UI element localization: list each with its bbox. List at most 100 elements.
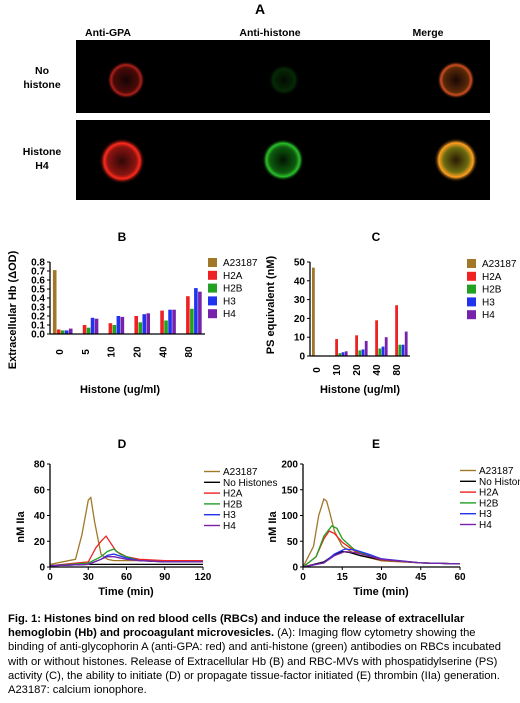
panel-b-bar-h2b-0 bbox=[60, 330, 65, 334]
panel-e-x-axis-label: Time (min) bbox=[353, 586, 409, 598]
panel-c-bar-h3-10 bbox=[341, 352, 345, 356]
panel-b-bar-h4-80 bbox=[198, 291, 202, 334]
panel-b-bar-a23187-0 bbox=[52, 270, 57, 334]
row-label-histone-h4-line2: H4 bbox=[35, 160, 49, 172]
panel-c-bar-h2a-80 bbox=[395, 305, 398, 356]
panel-c-y-tick-label: 30 bbox=[294, 295, 306, 306]
panel-b-bar-h2a-20 bbox=[134, 316, 139, 334]
panel-e-legend-label-h3: H3 bbox=[479, 509, 492, 520]
panel-b-legend-swatch-h3 bbox=[208, 296, 217, 306]
panel-d-legend-label-h2b: H2B bbox=[223, 499, 243, 510]
panel-b-y-tick-label: 0.8 bbox=[31, 258, 45, 269]
panel-d-y-tick-label: 60 bbox=[34, 485, 46, 496]
panel-b-bar-h3-10 bbox=[116, 316, 121, 334]
panel-c-y-axis-label: PS equivalent (nM) bbox=[265, 255, 277, 354]
panel-d-x-tick-label: 0 bbox=[47, 572, 53, 583]
panel-b-legend-swatch-h2a bbox=[208, 270, 217, 280]
panel-e-x-tick-label: 60 bbox=[454, 572, 466, 583]
panel-b-legend-label-h2b: H2B bbox=[223, 284, 243, 295]
panel-d-line-h4 bbox=[49, 556, 203, 567]
panel-b-bar-h3-20 bbox=[142, 314, 147, 334]
panel-c-legend-label-h3: H3 bbox=[482, 297, 495, 308]
panel-d-plot: 0 20 40 60 80 0 30 60 90 120 bbox=[34, 460, 212, 584]
panel-e-x-tick-label: 30 bbox=[376, 572, 388, 583]
panel-b-bar-h4-20 bbox=[146, 313, 151, 334]
panel-b-plot: 0.00.10.20.30.40.50.60.70.8 0 5 10 20 40 80 bbox=[31, 258, 205, 358]
panel-d-y-tick-label: 40 bbox=[34, 511, 46, 522]
panel-d-letter: D bbox=[118, 437, 127, 451]
row-label-histone-h4-line1: Histone bbox=[23, 146, 62, 158]
panel-b-legend-label-h4: H4 bbox=[223, 309, 236, 320]
panel-b-y-tick-label: 0.1 bbox=[31, 321, 45, 332]
panel-b-x-tick-label: 0 bbox=[55, 349, 66, 355]
figure-caption-body: (A): Imaging flow cytometry showing the … bbox=[8, 627, 501, 697]
figure-caption-title: Fig. 1: Histones bind on red blood cells… bbox=[8, 613, 465, 640]
panel-d-legend-label-h3: H3 bbox=[223, 510, 236, 521]
panel-d-line-a23187 bbox=[49, 496, 203, 566]
panel-b-bar-h2a-40 bbox=[160, 310, 164, 334]
panel-c-x-tick-label: 80 bbox=[392, 364, 403, 376]
panel-b: B Extracellular Hb (ΔOD) Histone (ug/ml)… bbox=[7, 230, 258, 396]
panel-a: A Anti-GPA Anti-histone Merge No histone… bbox=[23, 1, 490, 200]
panel-c-bar-h3-80 bbox=[401, 344, 405, 356]
panel-c-bar-h2b-10 bbox=[338, 353, 342, 356]
cell-image-gpa-histone-h4 bbox=[99, 138, 145, 184]
panel-d-y-axis-label: nM IIa bbox=[15, 511, 27, 543]
panel-d-y-tick-label: 80 bbox=[34, 460, 46, 471]
panel-b-x-tick-label: 10 bbox=[107, 346, 118, 358]
panel-c-x-axis-label: Histone (ug/ml) bbox=[320, 384, 400, 396]
panel-d-legend-label-no-histones: No Histones bbox=[223, 478, 277, 489]
panel-e-x-tick-label: 15 bbox=[337, 572, 349, 583]
panel-b-y-tick-label: 0.2 bbox=[31, 312, 45, 323]
panel-c-y-tick-label: 10 bbox=[294, 333, 306, 344]
panel-d-y-tick-label: 0 bbox=[39, 563, 45, 574]
column-header-anti-histone: Anti-histone bbox=[239, 27, 300, 39]
cell-image-histone-no-histone bbox=[268, 64, 300, 96]
panel-b-bar-h4-10 bbox=[120, 316, 125, 334]
panel-c-bar-h4-40 bbox=[384, 337, 388, 356]
panel-c: C PS equivalent (nM) Histone (ug/ml) 0 10… bbox=[265, 230, 517, 396]
row-label-no-histone-line1: No bbox=[35, 65, 49, 77]
panel-b-bar-h2b-10 bbox=[112, 325, 117, 334]
panel-d-x-tick-label: 60 bbox=[121, 572, 133, 583]
panel-e-y-tick-label: 0 bbox=[292, 563, 298, 574]
panel-b-bar-h4-40 bbox=[172, 309, 176, 334]
panel-c-y-tick-label: 40 bbox=[294, 276, 306, 287]
panel-c-bar-h2a-20 bbox=[355, 335, 358, 356]
panel-b-legend-swatch-a23187 bbox=[208, 258, 217, 267]
panel-b-y-tick-label: 0.5 bbox=[31, 285, 45, 296]
panel-c-x-tick-label: 40 bbox=[372, 364, 383, 376]
panel-b-legend-label-h2a: H2A bbox=[223, 271, 243, 282]
panel-c-y-tick-label: 50 bbox=[294, 258, 306, 269]
panel-e-x-tick-label: 45 bbox=[415, 572, 427, 583]
panel-c-bar-a23187-0 bbox=[312, 267, 315, 356]
panel-e-line-h4 bbox=[302, 550, 461, 568]
column-header-merge: Merge bbox=[413, 27, 444, 39]
row-label-no-histone-line2: histone bbox=[23, 79, 60, 91]
panel-c-x-tick-label: 20 bbox=[352, 364, 363, 376]
panel-e-legend-label-h2b: H2B bbox=[479, 498, 499, 509]
panel-b-letter: B bbox=[118, 230, 127, 244]
panel-c-legend-swatch-h2b bbox=[467, 284, 476, 294]
panel-b-x-tick-label: 40 bbox=[158, 346, 169, 358]
cell-image-merge-histone-h4 bbox=[434, 138, 478, 182]
column-header-anti-gpa: Anti-GPA bbox=[85, 27, 131, 39]
panel-c-bar-h4-20 bbox=[364, 340, 368, 356]
panel-b-bar-h3-0 bbox=[64, 330, 69, 334]
panel-e-y-tick-label: 100 bbox=[281, 511, 298, 522]
panel-c-bar-h4-10 bbox=[344, 351, 348, 356]
panel-b-y-tick-label: 0.3 bbox=[31, 303, 45, 314]
panel-c-bar-h3-40 bbox=[381, 346, 385, 356]
panel-b-y-axis-label: Extracellular Hb (ΔOD) bbox=[7, 250, 19, 369]
panel-c-bar-h2a-40 bbox=[375, 320, 378, 356]
panel-d-legend-label-h4: H4 bbox=[223, 521, 236, 532]
panel-e-legend-label-h2a: H2A bbox=[479, 488, 499, 499]
panel-b-legend-label-h3: H3 bbox=[223, 296, 236, 307]
panel-c-legend-label-a23187: A23187 bbox=[482, 259, 517, 270]
panel-b-bar-h3-80 bbox=[194, 288, 198, 334]
panel-b-bar-h3-40 bbox=[168, 309, 172, 334]
panel-c-y-tick-label: 0 bbox=[299, 352, 305, 363]
